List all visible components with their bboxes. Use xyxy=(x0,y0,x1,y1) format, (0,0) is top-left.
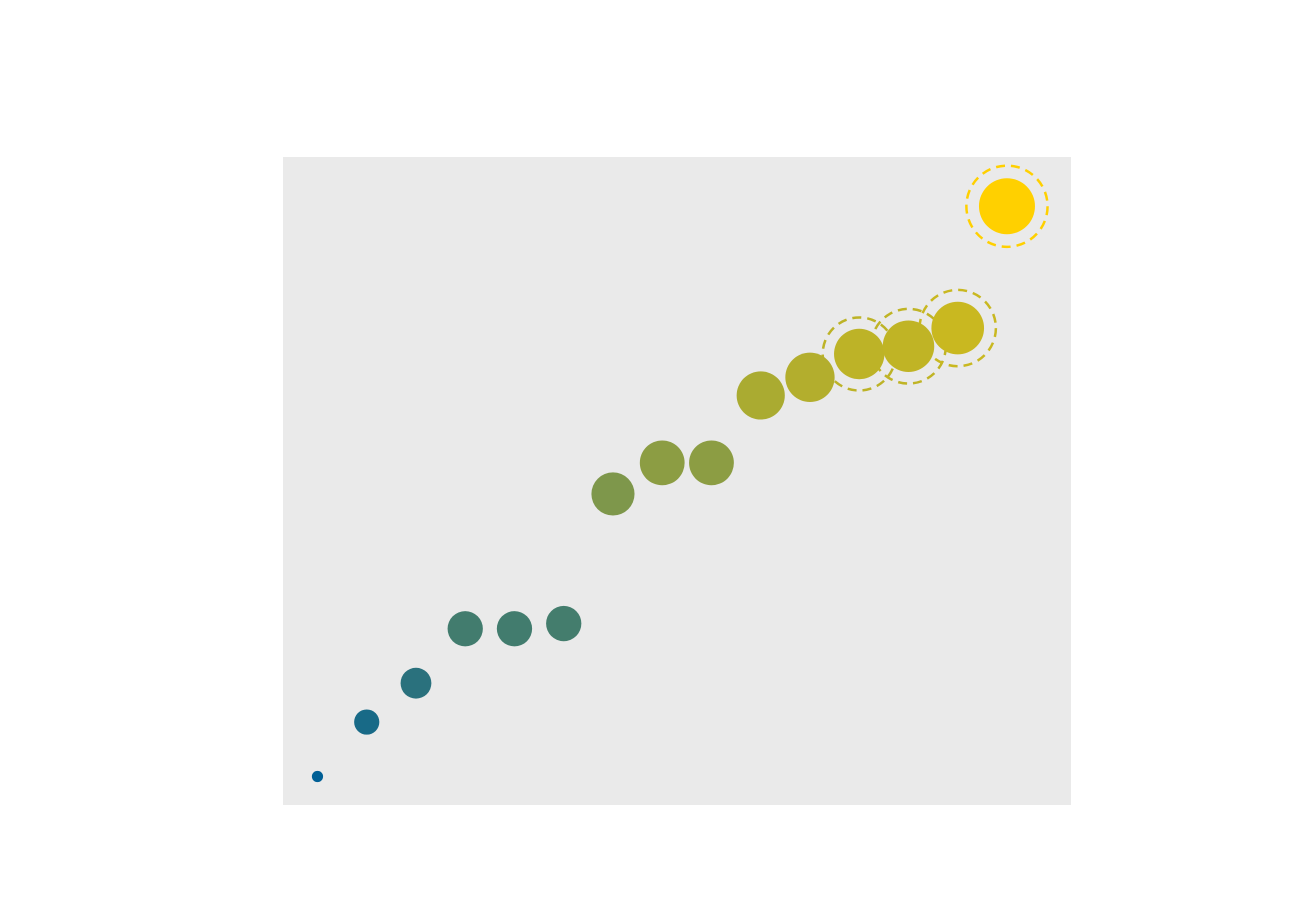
data-point-3 xyxy=(400,667,432,699)
data-point-9 xyxy=(689,440,734,486)
data-point-1 xyxy=(311,770,324,783)
data-point-12 xyxy=(834,328,885,380)
data-point-8 xyxy=(639,440,685,486)
data-point-7 xyxy=(591,472,635,516)
highlight-ring-14 xyxy=(918,288,998,368)
data-point-13 xyxy=(882,320,935,372)
highlight-ring-15 xyxy=(965,164,1049,249)
data-point-6 xyxy=(546,605,582,642)
data-points xyxy=(311,178,1035,783)
data-point-15 xyxy=(978,178,1035,235)
plot-panel xyxy=(283,157,1071,805)
data-point-4 xyxy=(447,611,483,647)
data-point-10 xyxy=(736,371,785,420)
data-point-14 xyxy=(931,301,985,355)
data-point-2 xyxy=(354,709,380,735)
data-point-11 xyxy=(785,352,835,402)
data-point-5 xyxy=(496,611,533,647)
